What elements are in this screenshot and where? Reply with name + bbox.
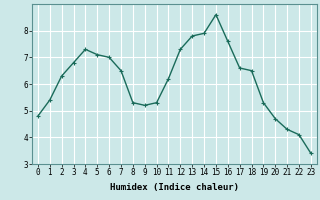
X-axis label: Humidex (Indice chaleur): Humidex (Indice chaleur) <box>110 183 239 192</box>
